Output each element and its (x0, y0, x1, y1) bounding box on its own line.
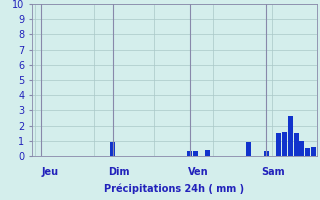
Text: Jeu: Jeu (42, 167, 59, 177)
Bar (305, 148, 310, 156)
Bar (288, 116, 292, 156)
Text: Ven: Ven (188, 167, 209, 177)
Bar (282, 132, 287, 156)
Bar (246, 142, 251, 156)
Bar (109, 142, 115, 156)
Bar (311, 147, 316, 156)
Bar (187, 151, 192, 156)
Bar (204, 150, 210, 156)
Bar (193, 151, 198, 156)
Text: Précipitations 24h ( mm ): Précipitations 24h ( mm ) (104, 183, 244, 194)
Text: Dim: Dim (108, 167, 130, 177)
Bar (276, 133, 281, 156)
Bar (300, 141, 305, 156)
Bar (293, 133, 299, 156)
Bar (264, 151, 269, 156)
Text: Sam: Sam (261, 167, 284, 177)
